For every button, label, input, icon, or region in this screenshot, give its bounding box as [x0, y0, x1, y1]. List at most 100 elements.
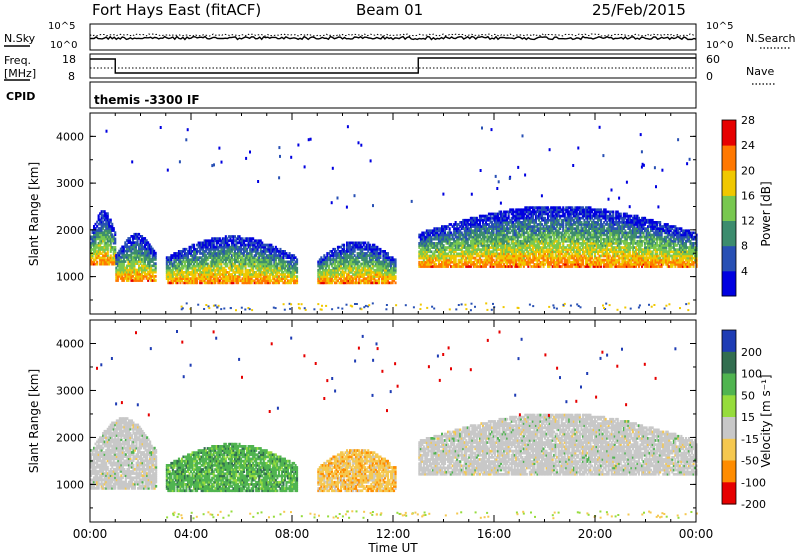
data-cell: [128, 247, 131, 251]
data-cell: [109, 243, 112, 247]
data-cell: [202, 264, 205, 268]
data-cell: [177, 277, 180, 280]
data-cell: [212, 258, 215, 262]
data-cell: [150, 268, 153, 272]
data-cell: [112, 239, 115, 243]
data-cell: [134, 253, 137, 257]
data-cell: [119, 247, 122, 251]
data-cell: [170, 281, 173, 285]
data-cell: [187, 268, 190, 272]
data-cell: [153, 264, 156, 268]
data-cell: [105, 241, 108, 245]
data-cell: [147, 272, 150, 276]
data-cell: [180, 273, 183, 276]
data-cell: [96, 256, 99, 260]
data-cell: [206, 279, 209, 283]
data-cell: [144, 275, 147, 278]
data-cell: [171, 264, 174, 268]
data-cell: [194, 260, 197, 264]
data-cell: [211, 252, 214, 255]
data-cell: [131, 264, 134, 268]
data-cell: [97, 214, 100, 218]
data-cell: [106, 227, 109, 230]
data-cell: [193, 247, 196, 251]
data-cell: [177, 273, 180, 276]
data-cell: [97, 243, 100, 247]
data-cell: [99, 233, 102, 237]
data-cell: [208, 275, 211, 278]
data-cell: [176, 268, 179, 272]
data-cell: [128, 268, 131, 272]
data-cell: [148, 270, 151, 274]
data-cell: [103, 258, 106, 262]
data-cell: [133, 260, 136, 263]
data-cell: [94, 237, 97, 241]
data-cell: [115, 279, 118, 282]
data-cell: [130, 247, 133, 251]
data-cell: [109, 250, 112, 253]
data-cell: [203, 245, 206, 249]
data-cell: [138, 260, 141, 263]
data-cell: [114, 246, 117, 249]
data-cell: [185, 279, 188, 283]
data-cell: [187, 258, 190, 262]
data-cell: [121, 256, 124, 259]
data-cell: [147, 270, 150, 274]
data-cell: [206, 241, 209, 245]
data-cell: [153, 251, 156, 255]
data-cell: [151, 258, 154, 261]
data-cell: [185, 277, 188, 280]
data-cell: [183, 247, 186, 251]
data-cell: [145, 243, 148, 247]
data-cell: [97, 241, 100, 245]
data-cell: [103, 214, 106, 218]
data-cell: [176, 256, 179, 259]
data-cell: [105, 222, 108, 226]
data-cell: [150, 266, 153, 270]
data-cell: [167, 258, 170, 262]
data-cell: [100, 239, 103, 243]
data-cell: [211, 239, 214, 243]
data-cell: [188, 279, 191, 283]
data-cell: [208, 281, 211, 285]
data-cell: [150, 279, 153, 282]
data-cell: [154, 279, 157, 282]
data-cell: [185, 256, 188, 259]
data-cell: [179, 281, 182, 285]
data-cell: [131, 251, 134, 255]
data-cell: [179, 271, 182, 274]
data-cell: [108, 235, 111, 239]
data-cell: [94, 235, 97, 239]
data-cell: [103, 254, 106, 258]
data-cell: [114, 262, 117, 266]
data-cell: [168, 275, 171, 278]
data-cell: [142, 277, 145, 280]
data-cell: [118, 270, 121, 274]
data-cell: [205, 281, 208, 285]
data-cell: [125, 279, 128, 282]
data-cell: [106, 246, 109, 249]
data-cell: [131, 247, 134, 251]
data-cell: [209, 275, 212, 278]
data-cell: [150, 251, 153, 255]
data-cell: [97, 235, 100, 239]
data-cell: [148, 245, 151, 249]
data-cell: [211, 247, 214, 251]
data-cell: [176, 271, 179, 274]
data-cell: [193, 279, 196, 283]
data-cell: [170, 273, 173, 276]
data-cell: [128, 264, 131, 268]
data-cell: [165, 264, 168, 268]
data-cell: [202, 258, 205, 262]
data-cell: [130, 262, 133, 265]
data-cell: [194, 264, 197, 268]
data-cell: [121, 275, 124, 278]
data-cell: [115, 277, 118, 280]
data-cell: [202, 254, 205, 257]
data-cell: [138, 272, 141, 276]
data-cell: [177, 256, 180, 259]
data-cell: [139, 241, 142, 244]
data-cell: [185, 252, 188, 255]
data-cell: [145, 268, 148, 272]
data-cell: [190, 258, 193, 262]
